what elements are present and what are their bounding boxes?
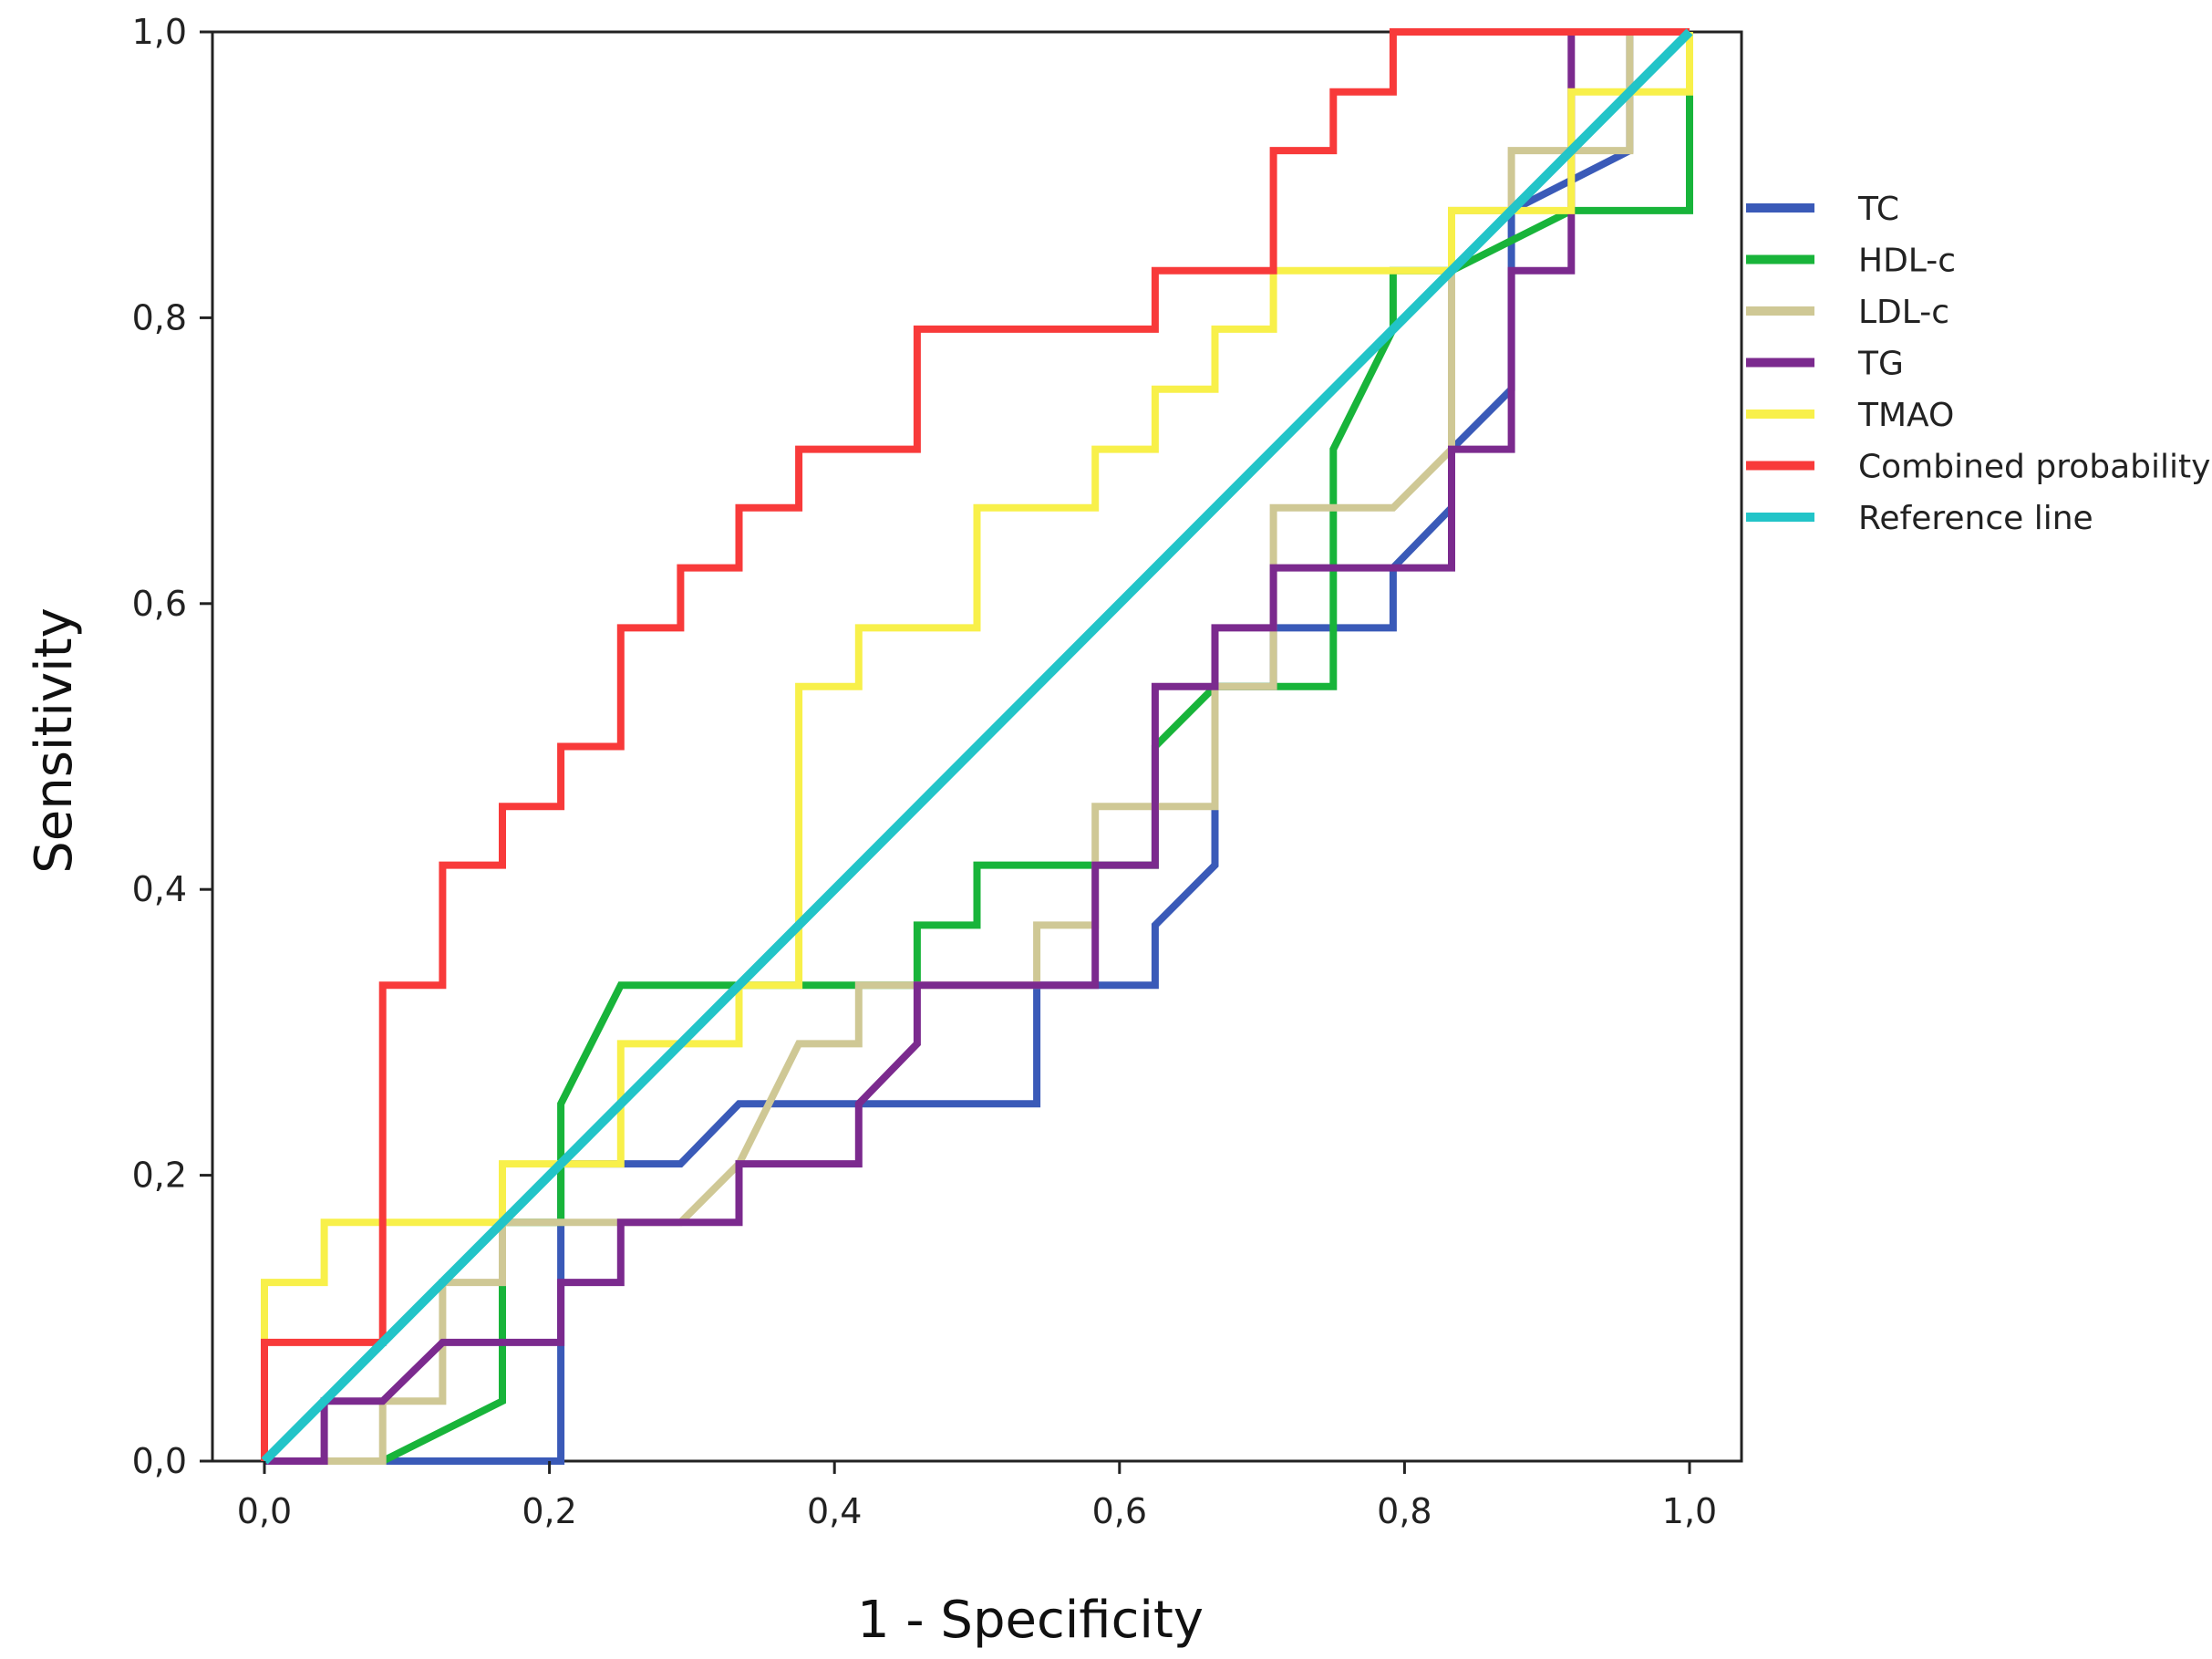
x-tick-label: 0,0 bbox=[237, 1491, 292, 1531]
y-tick-label: 0,2 bbox=[132, 1156, 187, 1196]
y-tick-label: 0,4 bbox=[132, 869, 187, 909]
legend-label-tmao: TMAO bbox=[1857, 397, 1954, 434]
legend-label-hdl-c: HDL-c bbox=[1858, 243, 1956, 280]
x-tick-label: 0,2 bbox=[522, 1491, 576, 1531]
series-line-tg bbox=[264, 28, 1690, 1465]
y-axis-title: Sensitivity bbox=[25, 607, 84, 874]
x-tick-label: 0,4 bbox=[807, 1491, 862, 1531]
x-tick-label: 1,0 bbox=[1662, 1491, 1717, 1531]
legend-label-tc: TC bbox=[1857, 191, 1899, 228]
x-tick-label: 0,6 bbox=[1092, 1491, 1147, 1531]
legend-label-ldl-c: LDL-c bbox=[1858, 294, 1949, 331]
plot-frame bbox=[211, 30, 1743, 1463]
y-axis-ticks: 0,0 0,2 0,4 0,6 0,8 1,0 bbox=[132, 12, 212, 1481]
y-tick-label: 0,6 bbox=[132, 584, 187, 624]
x-axis-ticks: 0,0 0,2 0,4 0,6 0,8 1,0 bbox=[237, 1461, 1717, 1531]
y-tick-label: 0,0 bbox=[132, 1441, 187, 1481]
y-tick-label: 0,8 bbox=[132, 297, 187, 337]
x-tick-label: 0,8 bbox=[1377, 1491, 1432, 1531]
y-tick-label: 1,0 bbox=[132, 12, 187, 52]
legend: TC HDL-c LDL-c TG TMAO Combined probability Re… bbox=[1746, 191, 2210, 537]
series-line-combined-probability bbox=[261, 28, 1690, 1461]
series-layer bbox=[261, 28, 1693, 1465]
series-line-tmao bbox=[261, 32, 1693, 1461]
legend-label-combined-probability: Combined probability bbox=[1858, 449, 2210, 486]
legend-label-reference-line: Reference line bbox=[1858, 500, 2093, 537]
x-axis-title: 1 - Specificity bbox=[857, 1591, 1204, 1650]
series-line-reference-line bbox=[261, 28, 1693, 1465]
legend-label-tg: TG bbox=[1857, 346, 1904, 383]
